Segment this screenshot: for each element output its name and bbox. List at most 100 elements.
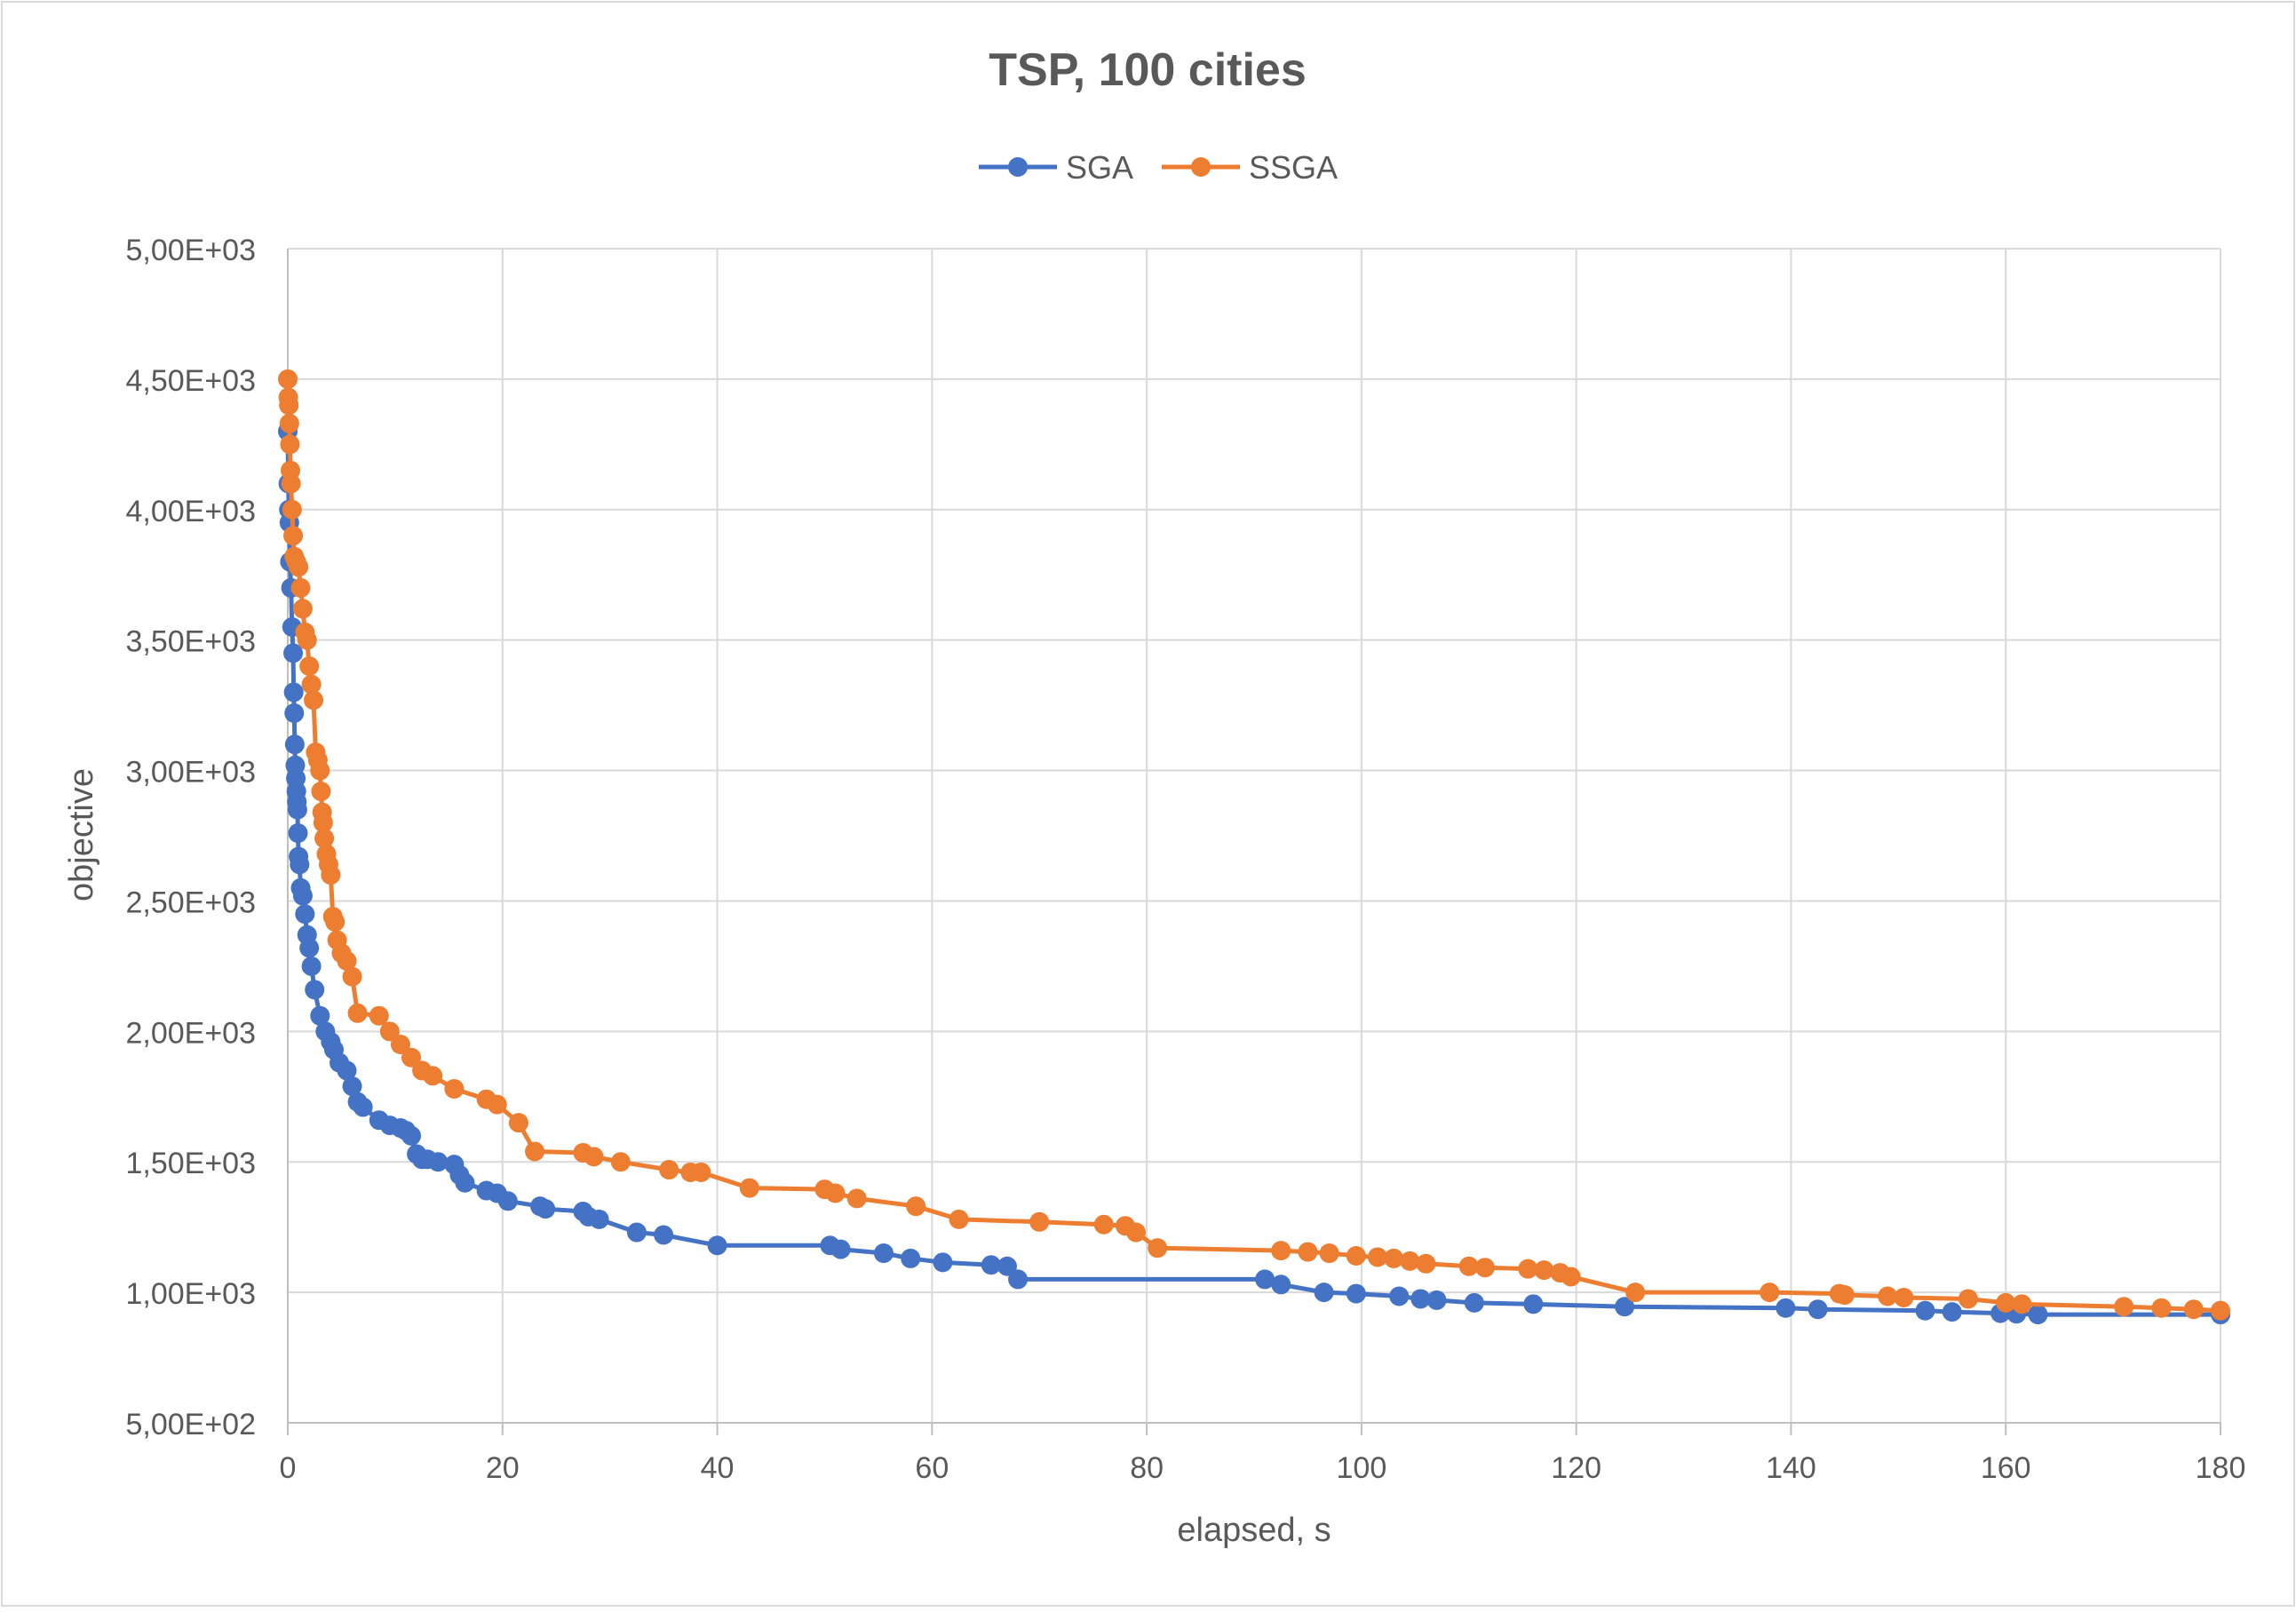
x-tick-label: 60	[915, 1451, 949, 1485]
data-point-sga	[901, 1248, 921, 1268]
data-point-sga	[284, 735, 305, 755]
legend-item-sga: SGA	[979, 149, 1133, 186]
x-tick-label: 40	[701, 1451, 735, 1485]
data-point-ssga	[337, 951, 357, 972]
data-point-sga	[287, 799, 307, 820]
data-point-ssga	[610, 1152, 631, 1172]
data-point-ssga	[290, 577, 311, 598]
data-point-sga	[707, 1235, 727, 1256]
data-point-ssga	[525, 1141, 545, 1162]
x-tick-label: 140	[1766, 1451, 1816, 1485]
data-point-ssga	[2211, 1300, 2230, 1321]
data-point-ssga	[846, 1188, 867, 1209]
data-point-ssga	[1298, 1242, 1318, 1262]
data-point-ssga	[347, 1003, 368, 1023]
data-point-ssga	[1625, 1282, 1646, 1303]
data-point-sga	[284, 703, 305, 723]
data-point-sga	[455, 1172, 475, 1193]
y-tick-label: 2,00E+03	[125, 1016, 256, 1050]
data-point-ssga	[1958, 1289, 1978, 1309]
data-point-sga	[288, 823, 308, 844]
data-point-ssga	[1368, 1247, 1388, 1267]
data-point-sga	[1255, 1269, 1275, 1290]
y-tick-label: 4,50E+03	[125, 364, 256, 398]
data-point-ssga	[278, 369, 298, 389]
data-point-ssga	[1271, 1241, 1291, 1261]
legend-marker	[1191, 157, 1211, 177]
data-point-ssga	[1093, 1214, 1114, 1235]
chart-title: TSP, 100 cities	[989, 44, 1307, 96]
series-layer	[278, 369, 2230, 1325]
data-point-sga	[1807, 1299, 1828, 1320]
y-tick-label: 2,50E+03	[125, 885, 256, 919]
data-point-ssga	[2183, 1299, 2204, 1320]
data-point-ssga	[311, 782, 331, 802]
data-point-sga	[342, 1076, 362, 1097]
data-point-ssga	[949, 1209, 969, 1229]
data-point-ssga	[301, 674, 322, 695]
data-point-ssga	[423, 1066, 443, 1086]
data-point-sga	[292, 885, 313, 906]
data-point-sga	[1915, 1300, 1935, 1321]
data-point-ssga	[825, 1183, 846, 1203]
data-point-sga	[1008, 1269, 1029, 1290]
x-tick-label: 0	[280, 1451, 297, 1485]
x-tick-label: 160	[1981, 1451, 2031, 1485]
legend-marker	[1008, 157, 1028, 177]
y-tick-label: 5,00E+02	[125, 1408, 256, 1441]
data-point-ssga	[1760, 1282, 1780, 1303]
data-point-sga	[401, 1125, 422, 1146]
legend-label: SSGA	[1249, 149, 1338, 186]
data-point-sga	[290, 854, 310, 875]
data-point-ssga	[310, 760, 330, 781]
data-point-ssga	[584, 1147, 604, 1167]
data-point-ssga	[280, 434, 300, 455]
data-point-sga	[337, 1060, 357, 1081]
data-point-ssga	[2012, 1294, 2032, 1314]
data-point-ssga	[1400, 1251, 1420, 1271]
data-point-ssga	[299, 656, 320, 677]
data-point-ssga	[739, 1178, 759, 1198]
data-point-ssga	[2114, 1297, 2134, 1317]
data-point-ssga	[289, 557, 309, 577]
legend-item-ssga: SSGA	[1162, 149, 1338, 186]
data-point-ssga	[281, 473, 301, 494]
legend-label: SGA	[1066, 149, 1133, 186]
data-point-ssga	[379, 1021, 400, 1042]
data-point-sga	[299, 938, 320, 958]
data-point-ssga	[1148, 1238, 1168, 1259]
data-point-sga	[536, 1199, 556, 1219]
data-point-ssga	[292, 599, 313, 619]
data-point-ssga	[508, 1113, 528, 1133]
series-ssga	[278, 369, 2230, 1321]
data-point-sga	[353, 1097, 373, 1117]
data-point-sga	[1346, 1283, 1366, 1304]
x-tick-label: 120	[1551, 1451, 1601, 1485]
legend: SGA SSGA	[979, 149, 1338, 186]
data-point-ssga	[369, 1005, 389, 1026]
x-tick-label: 80	[1130, 1451, 1164, 1485]
data-point-ssga	[1996, 1292, 2016, 1313]
data-point-ssga	[390, 1035, 410, 1055]
data-point-ssga	[1126, 1222, 1147, 1243]
data-point-ssga	[282, 499, 302, 520]
data-point-ssga	[279, 395, 299, 416]
data-point-sga	[497, 1191, 518, 1211]
data-point-sga	[2028, 1305, 2048, 1325]
data-point-sga	[1271, 1275, 1291, 1295]
data-point-sga	[310, 1005, 330, 1026]
data-point-ssga	[1029, 1211, 1050, 1232]
data-point-sga	[1615, 1297, 1635, 1317]
data-point-sga	[283, 682, 304, 703]
data-point-ssga	[444, 1078, 465, 1099]
data-point-ssga	[325, 911, 346, 932]
data-point-ssga	[321, 865, 341, 885]
data-point-ssga	[401, 1047, 422, 1068]
y-axis-label: objective	[63, 768, 100, 901]
data-point-ssga	[1534, 1260, 1554, 1281]
data-point-ssga	[1561, 1267, 1581, 1287]
data-point-ssga	[906, 1196, 926, 1217]
y-tick-label: 5,00E+03	[125, 234, 256, 267]
